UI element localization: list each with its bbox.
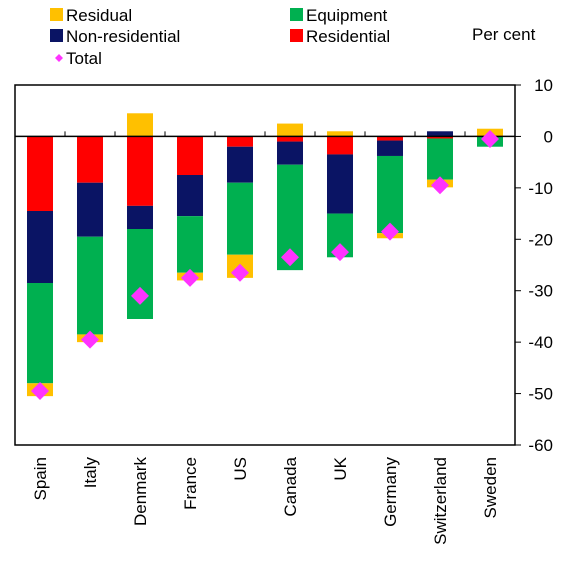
legend: Residual Equipment Non-residential Resident… [50,6,390,68]
legend-swatch-total [55,54,63,62]
bar-residential-switzerland [427,136,453,139]
bar-equipment-spain [27,283,53,384]
bar-residential-spain [27,136,53,211]
x-tick-label-spain: Spain [31,457,50,500]
total-marker-us [231,263,249,282]
bar-non-residential-france [177,175,203,217]
x-axis: Spain Italy Denmark France US Canada UK Germany… [31,131,500,545]
x-tick-label-sweden: Sweden [481,457,500,518]
total-marker-sweden [481,130,499,148]
total-marker-italy [81,330,99,349]
bar-non-residential-spain [27,211,53,283]
total-marker-canada [281,248,299,267]
bar-non-residential-us [227,146,253,183]
legend-swatch-non-residential [50,29,63,42]
y-tick-label: -30 [528,282,553,301]
y-tick-label: -10 [528,179,553,198]
bar-equipment-switzerland [427,138,453,180]
bars [27,113,503,397]
y-tick-label: 10 [534,76,553,95]
x-tick-label-germany: Germany [381,457,400,527]
legend-swatch-residual [50,8,63,21]
bar-residential-germany [377,136,403,141]
bar-non-residential-uk [327,154,353,214]
bar-equipment-germany [377,155,403,234]
bar-residential-denmark [127,136,153,206]
x-tick-label-denmark: Denmark [131,457,150,526]
bar-residual-canada [277,123,303,137]
bar-equipment-us [227,182,253,255]
y-tick-label: -20 [528,230,553,249]
bar-non-residential-germany [377,140,403,156]
unit-label: Per cent [472,25,536,44]
bar-residential-canada [277,136,303,142]
legend-label-residential: Residential [306,27,390,46]
y-axis: 10 0 -10 -20 -30 -40 -50 -60 [515,76,553,455]
bar-residential-italy [77,136,103,183]
x-tick-label-canada: Canada [281,456,300,516]
legend-label-equipment: Equipment [306,6,388,25]
bar-non-residential-italy [77,182,103,237]
bar-non-residential-canada [277,141,303,165]
total-marker-switzerland [431,176,449,195]
totals [31,130,499,400]
total-marker-spain [31,382,49,400]
bar-non-residential-denmark [127,205,153,229]
y-tick-label: -50 [528,385,553,404]
bar-equipment-italy [77,236,103,335]
bar-residential-france [177,136,203,175]
bar-non-residential-switzerland [427,131,453,137]
legend-label-non-residential: Non-residential [66,27,180,46]
total-marker-germany [381,222,399,241]
x-tick-label-us: US [231,457,250,481]
legend-swatch-equipment [290,8,303,21]
total-marker-denmark [131,286,149,305]
legend-label-total: Total [66,49,102,68]
bar-residential-uk [327,136,353,155]
legend-swatch-residential [290,29,303,42]
bar-residual-denmark [127,113,153,137]
plot-frame [14,84,516,446]
x-tick-label-uk: UK [331,456,350,480]
bar-equipment-france [177,216,203,273]
y-tick-label: 0 [544,127,553,146]
y-tick-label: -60 [528,436,553,455]
bar-equipment-denmark [127,229,153,319]
x-tick-label-france: France [181,457,200,510]
x-tick-label-italy: Italy [81,457,100,489]
total-marker-uk [331,243,349,262]
bar-residential-us [227,136,253,147]
bar-residual-uk [327,131,353,137]
total-marker-france [181,268,199,287]
y-tick-label: -40 [528,333,553,352]
legend-label-residual: Residual [66,6,132,25]
x-tick-label-switzerland: Switzerland [431,457,450,545]
